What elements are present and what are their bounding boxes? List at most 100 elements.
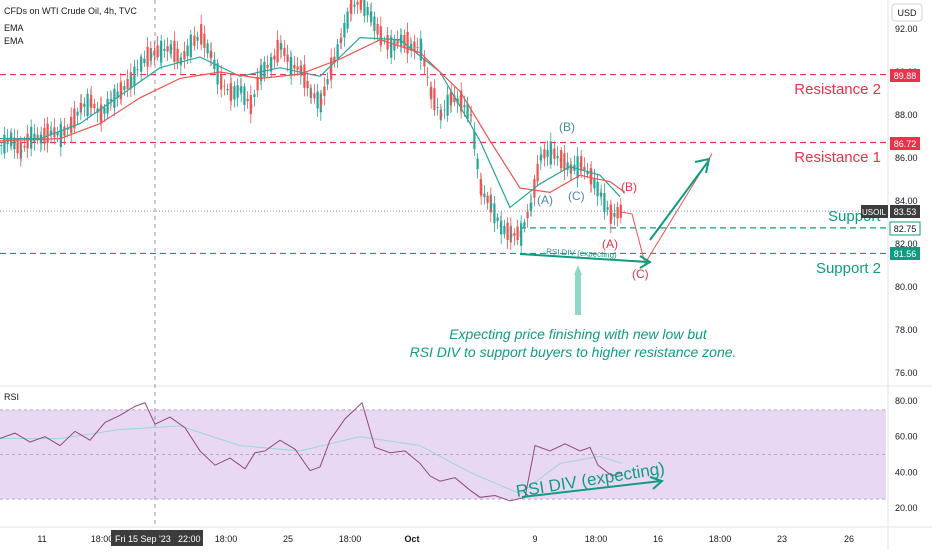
candle-body [356, 1, 359, 5]
candle-body [456, 98, 459, 104]
candle-body [30, 126, 33, 149]
resistance-2-tag [890, 69, 920, 82]
candle-body [336, 44, 339, 59]
price-tick-label: 76.00 [895, 368, 918, 378]
note-line-1[interactable]: Expecting price finishing with new low b… [449, 326, 708, 342]
rsi-pane-title[interactable]: RSI [4, 392, 19, 402]
candle-body [360, 0, 363, 4]
candle-body [396, 39, 399, 45]
candle-body [230, 86, 233, 100]
candle-body [593, 178, 596, 189]
candle-body [6, 138, 9, 145]
note-line-2[interactable]: RSI DIV to support buyers to higher resi… [410, 344, 737, 360]
candle-body [210, 51, 213, 58]
rsi-tick-label: 40.00 [895, 467, 918, 477]
candle-body [616, 206, 619, 219]
candle-body [136, 69, 139, 71]
candle-body [453, 95, 456, 103]
candle-body [263, 61, 266, 79]
resistance-2-label[interactable]: Resistance 2 [794, 81, 881, 98]
candle-body [586, 171, 589, 175]
candle-body [556, 156, 559, 159]
rsi-tick-label: 60.00 [895, 432, 918, 442]
candle-body [526, 212, 529, 219]
candle-body [603, 193, 606, 212]
wave-label-c2[interactable]: (C) [632, 267, 649, 281]
crosshair-time-date: Fri 15 Sep '23 [115, 534, 171, 544]
candle-body [243, 86, 246, 105]
time-tick-25: 25 [283, 534, 293, 544]
resistance-1-label[interactable]: Resistance 1 [794, 149, 881, 166]
wave-label-a1[interactable]: (A) [537, 193, 553, 207]
time-tick-1800-e: 18:00 [709, 534, 732, 544]
wave-label-c1[interactable]: (C) [568, 189, 585, 203]
candle-body [546, 150, 549, 157]
wave-label-a2[interactable]: (A) [602, 237, 618, 251]
candle-body [340, 37, 343, 42]
candle-body [53, 127, 56, 138]
price-tick-label: 92.00 [895, 24, 918, 34]
last-price-tag-value: 83.53 [894, 207, 917, 217]
candle-body [316, 91, 319, 109]
price-divergence-label[interactable]: RSI DIV (expecting) [546, 247, 617, 260]
candle-body [353, 4, 356, 7]
projected-path-red[interactable] [619, 153, 713, 265]
candle-body [590, 168, 593, 185]
time-tick-1800-c: 18:00 [339, 534, 362, 544]
candle-body [66, 128, 69, 130]
candle-body [530, 202, 533, 209]
candle-body [270, 57, 273, 72]
wave-label-b1[interactable]: (B) [559, 120, 575, 134]
candle-body [413, 41, 416, 52]
resistance-1-tag-value: 86.72 [894, 139, 917, 149]
candle-body [93, 103, 96, 109]
candle-body [266, 64, 269, 68]
candle-body [436, 107, 439, 108]
candle-body [523, 221, 526, 228]
candle-body [410, 43, 413, 50]
candle-body [613, 213, 616, 217]
last-price-tag [890, 205, 920, 218]
candle-body [246, 99, 249, 102]
candle-body [383, 40, 386, 41]
currency-button[interactable] [891, 3, 923, 22]
price-divergence-arrow[interactable] [519, 253, 649, 263]
resistance-1-tag [890, 137, 920, 150]
rsi-divergence-arrow[interactable] [521, 480, 662, 498]
candle-body [143, 58, 146, 64]
ema-legend-1[interactable]: EMA [4, 23, 24, 33]
candle-body [550, 149, 553, 155]
candle-body [106, 98, 109, 114]
candle-body [426, 76, 429, 78]
ema-legend-2[interactable]: EMA [4, 36, 24, 46]
symbol-tag [861, 205, 888, 218]
candle-body [203, 33, 206, 48]
candle-body [26, 133, 29, 149]
candle-body [63, 126, 66, 136]
support-2-label[interactable]: Support 2 [816, 260, 881, 277]
candle-body [70, 117, 73, 133]
candle-body [160, 40, 163, 63]
wave-label-b2[interactable]: (B) [621, 180, 637, 194]
rsi-axis[interactable]: 80.00 60.00 40.00 20.00 [895, 396, 918, 513]
pointer-up-arrow-head [574, 265, 582, 275]
candle-body [296, 66, 299, 70]
candle-body [560, 150, 563, 169]
candle-body [463, 105, 466, 108]
candle-body [23, 145, 26, 148]
candle-body [580, 156, 583, 172]
candle-body [440, 112, 443, 117]
time-tick-9: 9 [532, 534, 537, 544]
projection-up-arrow[interactable] [649, 162, 708, 241]
candle-body [180, 60, 183, 62]
candle-body [176, 48, 179, 63]
candle-body [370, 11, 373, 23]
candle-body [330, 57, 333, 80]
candle-body [350, 0, 353, 14]
candle-body [423, 58, 426, 67]
time-tick-23: 23 [777, 534, 787, 544]
candle-body [506, 222, 509, 241]
candle-body [576, 156, 579, 179]
